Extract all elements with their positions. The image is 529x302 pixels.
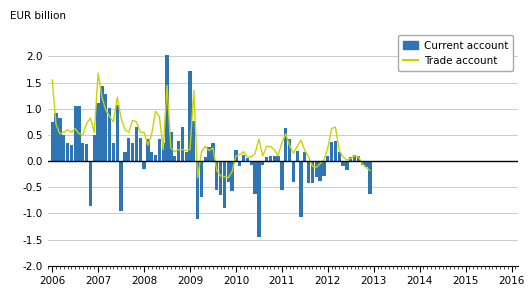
Bar <box>200 161 203 197</box>
Bar <box>192 121 196 161</box>
Bar <box>185 152 188 161</box>
Bar <box>261 161 264 165</box>
Bar <box>177 141 180 161</box>
Bar <box>96 104 100 161</box>
Bar <box>166 55 169 161</box>
Bar <box>364 161 368 167</box>
Bar <box>345 161 349 171</box>
Bar <box>238 161 241 166</box>
Bar <box>101 86 104 161</box>
Bar <box>104 94 107 161</box>
Bar <box>280 161 284 190</box>
Bar <box>234 149 238 161</box>
Bar <box>291 161 295 182</box>
Bar <box>146 139 150 161</box>
Bar <box>296 151 299 161</box>
Bar <box>353 155 356 161</box>
Bar <box>299 161 303 217</box>
Bar <box>154 155 157 161</box>
Bar <box>307 161 311 183</box>
Bar <box>66 143 69 161</box>
Bar <box>226 161 230 182</box>
Bar <box>120 161 123 211</box>
Bar <box>108 108 111 161</box>
Bar <box>158 139 161 161</box>
Bar <box>139 137 142 161</box>
Bar <box>161 143 165 161</box>
Bar <box>54 113 58 161</box>
Bar <box>357 156 360 161</box>
Bar <box>150 152 153 161</box>
Bar <box>116 105 119 161</box>
Bar <box>231 161 234 191</box>
Bar <box>276 156 280 161</box>
Bar <box>70 145 73 161</box>
Bar <box>207 147 211 161</box>
Bar <box>334 141 337 161</box>
Bar <box>330 142 333 161</box>
Bar <box>81 143 85 161</box>
Bar <box>219 161 222 195</box>
Bar <box>85 144 88 161</box>
Bar <box>322 161 326 176</box>
Bar <box>265 157 268 161</box>
Bar <box>257 161 261 237</box>
Bar <box>288 139 291 161</box>
Bar <box>89 161 92 206</box>
Bar <box>204 157 207 161</box>
Bar <box>181 127 184 161</box>
Bar <box>51 122 54 161</box>
Bar <box>361 161 364 165</box>
Bar <box>127 137 131 161</box>
Bar <box>326 156 330 161</box>
Bar <box>341 161 345 166</box>
Bar <box>318 161 322 181</box>
Bar <box>173 156 176 161</box>
Text: EUR billion: EUR billion <box>10 11 66 21</box>
Bar <box>349 157 352 161</box>
Bar <box>311 161 314 183</box>
Bar <box>142 161 145 169</box>
Bar <box>211 143 215 161</box>
Bar <box>112 143 115 161</box>
Bar <box>303 152 306 161</box>
Bar <box>74 106 77 161</box>
Bar <box>215 161 218 190</box>
Bar <box>368 161 371 194</box>
Bar <box>253 161 257 194</box>
Bar <box>315 161 318 177</box>
Bar <box>58 118 61 161</box>
Bar <box>272 156 276 161</box>
Bar <box>338 152 341 161</box>
Legend: Current account, Trade account: Current account, Trade account <box>398 35 513 71</box>
Bar <box>169 132 172 161</box>
Bar <box>77 106 80 161</box>
Bar <box>131 143 134 161</box>
Bar <box>196 161 199 219</box>
Bar <box>250 161 253 165</box>
Bar <box>269 156 272 161</box>
Bar <box>93 135 96 161</box>
Bar <box>188 71 191 161</box>
Bar <box>242 155 245 161</box>
Bar <box>62 135 66 161</box>
Bar <box>135 127 138 161</box>
Bar <box>223 161 226 208</box>
Bar <box>284 128 287 161</box>
Bar <box>123 152 126 161</box>
Bar <box>246 159 249 161</box>
